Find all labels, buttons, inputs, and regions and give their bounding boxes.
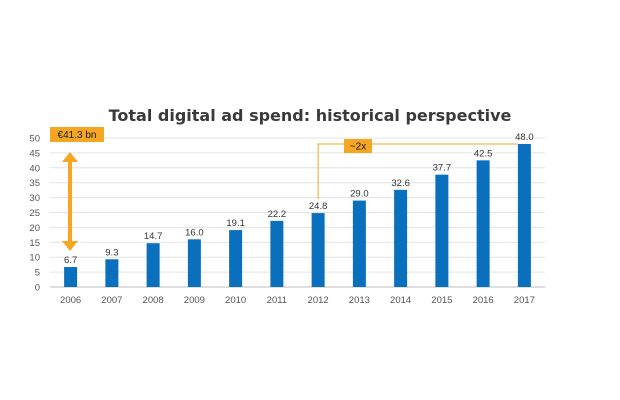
y-tick-label: 40 [29,163,40,174]
x-tick-label: 2009 [184,295,205,306]
y-tick-label: 35 [29,178,40,189]
x-tick-label: 2016 [473,295,494,306]
bar [229,230,243,287]
bar [352,200,366,287]
y-tick-label: 30 [29,193,40,204]
y-tick-label: 10 [29,253,40,264]
data-label: 14.7 [144,231,163,242]
arrow-head-up [62,151,78,162]
x-tick-label: 2011 [267,295,287,306]
data-label: 22.2 [268,209,287,220]
x-tick-label: 2012 [308,295,329,306]
x-tick-label: 2015 [431,295,452,306]
data-label: 19.1 [226,218,245,229]
chart-title: Total digital ad spend: historical persp… [108,106,512,125]
data-label: 48.0 [515,132,534,143]
arrow-head-down [62,241,78,252]
x-tick-label: 2010 [225,295,246,306]
bar [394,189,408,287]
data-label: 6.7 [64,255,77,266]
x-tick-label: 2014 [390,295,411,306]
bar [476,160,490,287]
data-label: 32.6 [391,178,410,189]
growth-bracket [317,143,518,200]
y-tick-label: 50 [29,134,40,145]
bar [517,143,531,287]
x-tick-label: 2013 [349,295,370,306]
x-tick-label: 2008 [143,295,164,306]
y-tick-label: 15 [29,238,40,249]
bar [435,174,449,287]
annotation-box [50,127,104,142]
bar [311,213,325,287]
x-tick-label: 2007 [101,295,122,306]
annotation-box [344,139,372,153]
data-label: 42.5 [474,148,493,159]
data-label: 29.0 [350,189,369,200]
y-tick-label: 20 [29,223,40,234]
bar [105,259,119,287]
bar [187,239,201,287]
x-tick-label: 2006 [60,295,81,306]
annotation-label: €41.3 bn [58,130,97,141]
bar [270,220,284,287]
data-label: 37.7 [433,163,452,174]
data-label: 24.8 [309,201,328,212]
data-label: 16.0 [185,227,204,238]
y-tick-label: 25 [29,208,40,219]
x-tick-label: 2017 [514,295,535,306]
annotation-label: ~2x [350,142,366,153]
bar [146,243,160,287]
y-tick-label: 0 [35,283,40,294]
data-label: 9.3 [105,247,118,258]
y-tick-label: 45 [29,148,40,159]
y-tick-label: 5 [35,268,40,279]
bar [64,267,78,287]
